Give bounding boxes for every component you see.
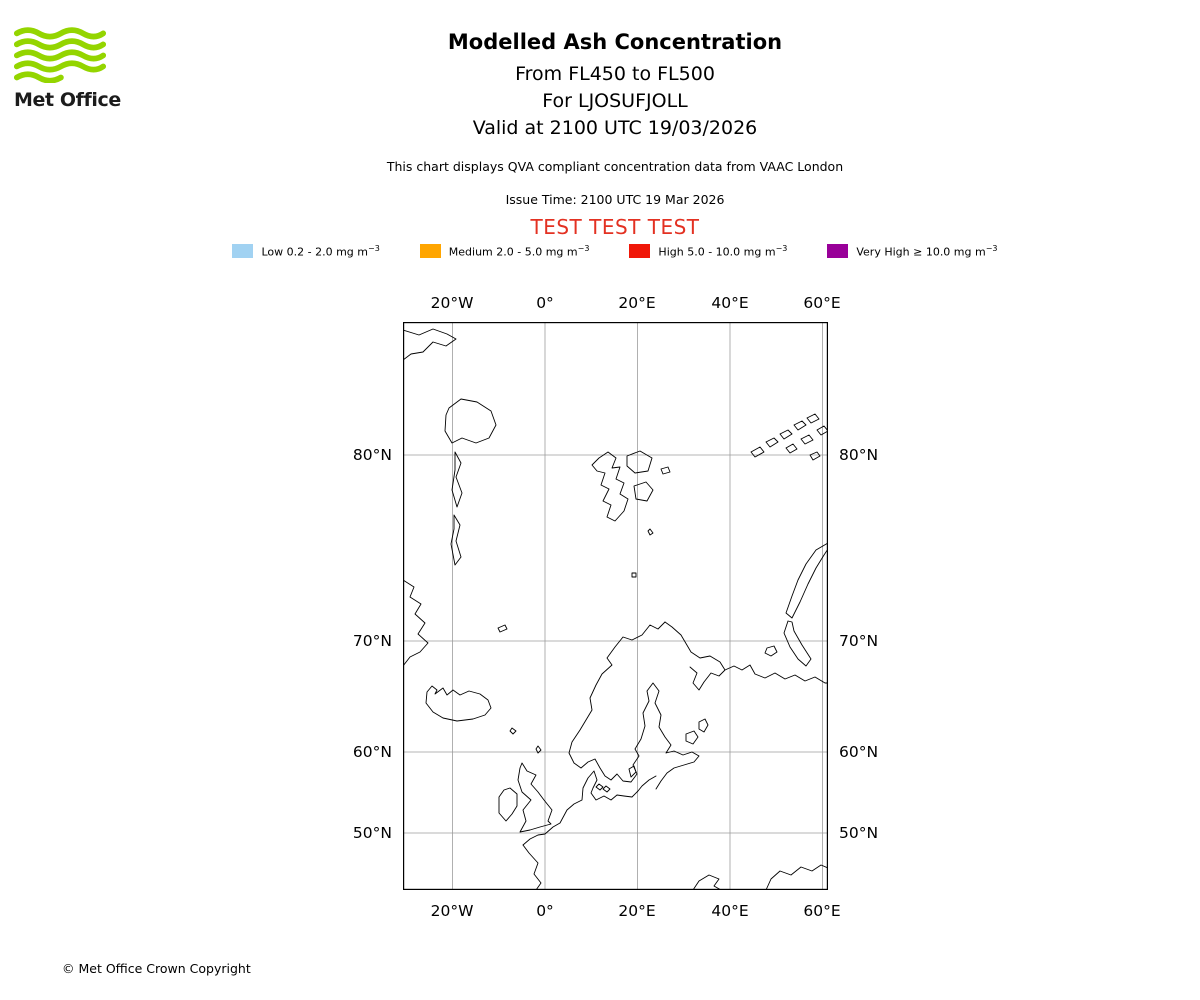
legend-swatch-medium	[419, 244, 441, 259]
y-tick-left-80n: 80°N	[352, 446, 392, 464]
met-office-logo: Met Office	[13, 26, 134, 111]
coastline-azov-black-sea	[692, 874, 722, 890]
y-tick-left-50n: 50°N	[352, 824, 392, 842]
legend-item-low: Low 0.2 - 2.0 mg m−3	[232, 244, 380, 259]
x-tick-bottom-0: 0°	[536, 902, 554, 920]
coastline-europe-mainland	[522, 770, 657, 846]
x-tick-bottom-20e: 20°E	[618, 902, 656, 920]
coastline-bear-island	[631, 572, 637, 578]
coastline-scandinavia	[568, 621, 700, 790]
concentration-legend: Low 0.2 - 2.0 mg m−3 Medium 2.0 - 5.0 mg…	[15, 244, 1200, 259]
map-panel: 20°W 0° 20°E 40°E 60°E 20°W 0° 20°E 40°E…	[353, 294, 878, 920]
legend-item-very-high: Very High ≥ 10.0 mg m−3	[827, 244, 998, 259]
coastline-novaya-zemlya-south	[783, 620, 812, 667]
x-tick-bottom-40e: 40°E	[711, 902, 749, 920]
x-tick-top-40e: 40°E	[711, 294, 749, 312]
y-tick-right-50n: 50°N	[839, 824, 879, 842]
y-tick-right-60n: 60°N	[839, 743, 879, 761]
coastline-jan-mayen	[497, 624, 508, 633]
coastlines	[403, 328, 828, 890]
map-background	[403, 322, 828, 890]
y-tick-right-80n: 80°N	[839, 446, 879, 464]
coastline-kolguyev	[764, 645, 778, 657]
x-tick-top-20w: 20°W	[430, 294, 474, 312]
legend-label-medium: Medium 2.0 - 5.0 mg m−3	[448, 244, 590, 259]
coastline-lake-onega	[698, 718, 709, 733]
map-gridlines	[403, 322, 828, 890]
coastline-ireland	[498, 787, 518, 822]
legend-label-high: High 5.0 - 10.0 mg m−3	[658, 244, 788, 259]
coastline-greenland-isle-1	[451, 451, 463, 508]
coastline-great-britain	[517, 762, 553, 833]
coastline-svalbard-east-isle	[660, 466, 671, 475]
map-frame	[403, 322, 828, 890]
logo-wordmark: Met Office	[14, 89, 121, 111]
legend-swatch-high	[629, 244, 651, 259]
coastline-iceland	[425, 685, 492, 722]
coastline-gotland	[628, 765, 637, 778]
y-tick-left-60n: 60°N	[352, 743, 392, 761]
coastline-hopen	[647, 528, 654, 536]
x-tick-top-20e: 20°E	[618, 294, 656, 312]
coastline-franz-josef-land	[750, 413, 828, 461]
y-tick-right-70n: 70°N	[839, 632, 879, 650]
x-tick-bottom-20w: 20°W	[430, 902, 474, 920]
coastline-lake-ladoga	[685, 730, 699, 745]
coastline-greenland-isle-2	[450, 514, 462, 566]
legend-swatch-low	[232, 244, 254, 259]
test-banner: TEST TEST TEST	[530, 215, 700, 239]
map-canvas	[403, 322, 828, 890]
coastline-svalbard-nordaustlandet	[626, 450, 653, 474]
coastline-denmark-islands	[595, 783, 611, 793]
y-tick-left-70n: 70°N	[352, 632, 392, 650]
coastline-greenland-northeast	[444, 398, 497, 444]
page-title: Modelled Ash Concentration	[447, 30, 783, 54]
copyright-note: © Met Office Crown Copyright	[62, 961, 251, 976]
coastline-svalbard-spitsbergen	[591, 451, 629, 522]
coastline-kola-white-sea	[664, 621, 828, 691]
x-tick-bottom-60e: 60°E	[803, 902, 841, 920]
subtitle-flight-levels: From FL450 to FL500	[515, 63, 715, 85]
coastline-france-west	[522, 844, 542, 890]
x-tick-top-0: 0°	[536, 294, 554, 312]
legend-label-low: Low 0.2 - 2.0 mg m−3	[261, 244, 380, 259]
subtitle-valid-time: Valid at 2100 UTC 19/03/2026	[472, 117, 758, 139]
coastline-greenland-lower	[403, 579, 429, 667]
issue-time: Issue Time: 2100 UTC 19 Mar 2026	[505, 192, 725, 207]
coastline-greenland-top	[403, 328, 457, 361]
legend-item-medium: Medium 2.0 - 5.0 mg m−3	[419, 244, 590, 259]
coastline-faroe-islands	[509, 727, 517, 735]
x-tick-top-60e: 60°E	[803, 294, 841, 312]
subtitle-volcano: For LJOSUFJOLL	[542, 90, 688, 112]
legend-item-high: High 5.0 - 10.0 mg m−3	[629, 244, 787, 259]
compliance-note: This chart displays QVA compliant concen…	[386, 159, 844, 174]
legend-label-very-high: Very High ≥ 10.0 mg m−3	[856, 244, 998, 259]
logo-waves-icon	[13, 27, 107, 84]
coastline-novaya-zemlya-north	[785, 542, 828, 619]
coastline-caspian-north	[765, 864, 828, 890]
coastline-svalbard-edgeoya	[633, 481, 654, 502]
legend-swatch-very-high	[827, 244, 849, 259]
coastline-shetland	[535, 745, 542, 754]
